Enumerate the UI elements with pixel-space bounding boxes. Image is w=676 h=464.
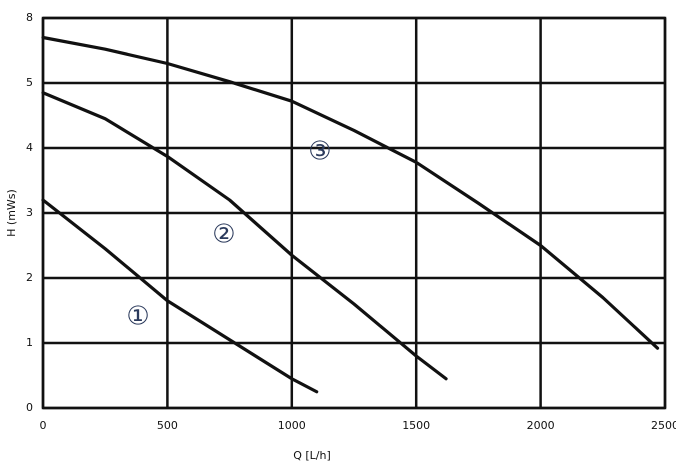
x-tick-label: 2500	[651, 419, 676, 432]
y-tick-label: 8	[26, 11, 33, 24]
y-tick-label: 0	[26, 401, 33, 414]
y-tick-label: 1	[26, 336, 33, 349]
x-tick-label: 2000	[527, 419, 555, 432]
curve	[41, 35, 660, 350]
curve	[41, 198, 319, 394]
curve-label: ②	[212, 220, 235, 250]
y-tick-label: 5	[26, 76, 33, 89]
plot-frame	[41, 16, 667, 410]
curve-label: ①	[126, 302, 149, 332]
curve	[41, 91, 448, 381]
curve-label: ③	[308, 136, 331, 166]
x-tick-label: 1000	[278, 419, 306, 432]
y-axis-label: H (mWs)	[5, 189, 18, 237]
x-tick-label: 1500	[402, 419, 430, 432]
y-tick-label: 4	[26, 141, 33, 154]
y-tick-label: 2	[26, 271, 33, 284]
x-tick-label: 500	[157, 419, 178, 432]
y-tick-label: 3	[26, 206, 33, 219]
x-axis-label: Q [L/h]	[293, 449, 331, 462]
x-tick-label: 0	[40, 419, 47, 432]
